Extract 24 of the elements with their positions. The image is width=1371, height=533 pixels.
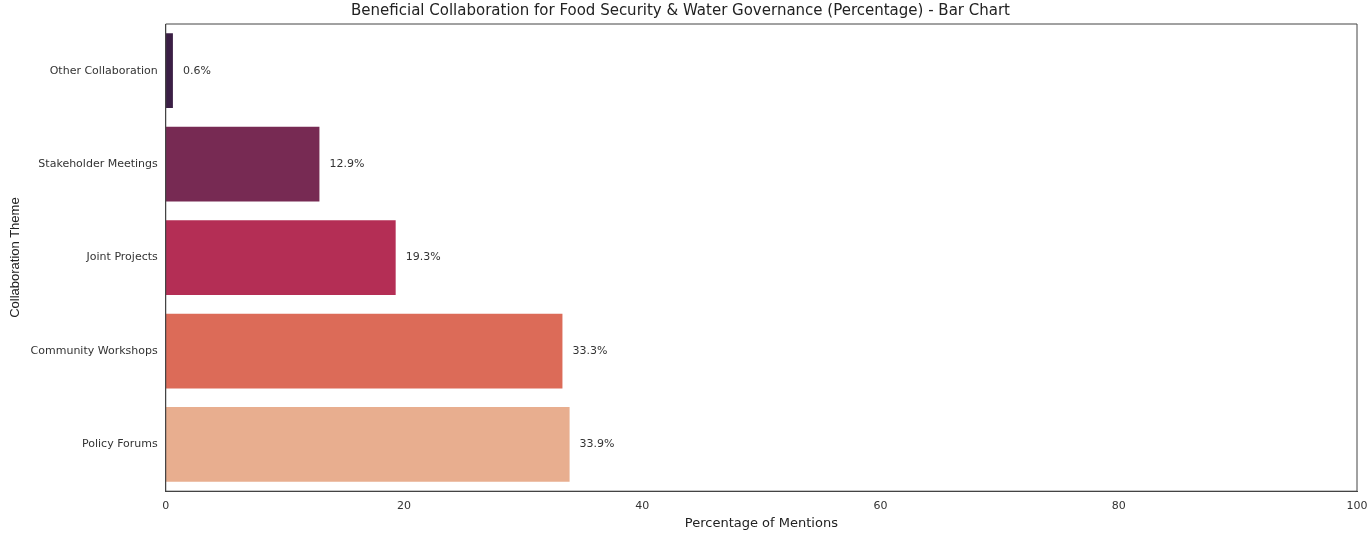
bar xyxy=(165,407,570,482)
y-tick-label: Community Workshops xyxy=(30,343,159,357)
x-tick-label: 40 xyxy=(635,498,650,512)
data-label: 12.9% xyxy=(329,157,365,171)
x-axis-title: Percentage of Mentions xyxy=(684,514,839,530)
bar xyxy=(165,33,173,109)
chart-title: Beneficial Collaboration for Food Security & Water Governance (Percentage) - Bar Chart xyxy=(351,0,1011,19)
x-tick-label: 20 xyxy=(397,498,412,512)
data-label: 33.3% xyxy=(572,343,608,357)
y-tick-label: Stakeholder Meetings xyxy=(38,157,159,171)
x-tick-label: 0 xyxy=(162,498,170,512)
data-label: 33.9% xyxy=(579,437,615,451)
bar xyxy=(165,126,320,202)
data-label: 19.3% xyxy=(405,250,441,264)
x-tick-label: 60 xyxy=(873,498,888,512)
y-tick-label: Policy Forums xyxy=(82,437,159,451)
y-tick-label: Other Collaboration xyxy=(49,63,158,77)
y-axis-title: Collaboration Theme xyxy=(7,197,23,318)
data-label: 0.6% xyxy=(182,63,211,77)
bar xyxy=(165,220,396,295)
x-tick-label: 80 xyxy=(1111,498,1126,512)
bar xyxy=(165,313,563,389)
x-tick-label: 100 xyxy=(1346,498,1368,512)
y-tick-label: Joint Projects xyxy=(85,250,159,264)
